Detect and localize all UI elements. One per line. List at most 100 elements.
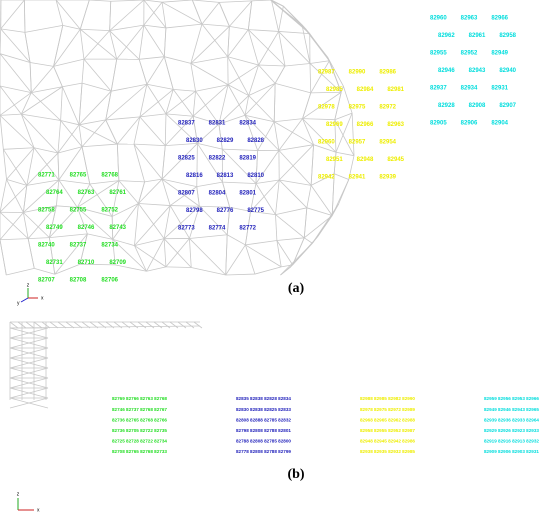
mesh-edge [57,153,60,180]
mesh-edge [0,212,24,241]
mesh-edge [62,86,80,125]
mesh-edge [9,327,49,339]
mesh-edge [275,179,280,215]
node-label: 82940 [499,68,516,74]
mesh-edge [302,118,337,153]
mesh-edge [0,239,7,276]
mesh-edge [244,95,250,116]
mesh-edge [327,57,342,93]
mesh-edge [229,206,251,212]
mesh-edge [0,85,22,115]
mesh-edge [143,24,165,57]
mesh-edge [55,179,60,206]
mesh-edge [53,66,63,87]
mesh-edge [192,0,220,3]
panel-label: (b) [287,467,304,482]
mesh-edge [0,113,22,116]
mesh-edge [227,84,246,116]
node-label: 82801 [239,191,256,197]
mesh-edge [255,183,276,215]
mesh-edge [189,234,228,239]
node-label: 82985 [326,87,343,93]
node-label: 82907 [499,103,516,109]
mesh-edge [138,203,165,239]
mesh-edge [87,233,113,240]
node-label: 82948 [357,157,374,163]
mesh-edge [276,240,282,267]
node-label: 82955 [430,51,447,57]
node-label: 82731 [46,260,63,266]
mesh-edge [273,83,276,122]
node-label: 82763 [78,190,95,196]
mesh-edge [146,83,174,90]
mesh-edge [280,267,291,276]
node-row: 82948 82945 82942 82986 [360,439,415,444]
mesh-edge [170,205,200,207]
mesh-edge [0,211,29,239]
mesh-edge [134,245,147,272]
mesh-edge [218,95,249,125]
mesh-edge [49,321,59,329]
node-label: 82957 [349,140,366,146]
node-label: 82934 [461,86,478,92]
mesh-edge [89,180,119,185]
mesh-edge [78,124,118,145]
node-row: 82988 82985 82982 82990 [360,396,415,401]
mesh-edge [334,119,337,153]
mesh-edge [0,238,29,241]
node-label: 82908 [469,103,486,109]
mesh-edge [165,90,196,115]
mesh-edge [89,321,99,329]
mesh-edge [83,30,110,60]
node-row: 82978 82975 82972 82989 [360,407,415,412]
node-label: 82798 [186,208,203,214]
triad-a: z x y [17,282,44,306]
mesh-edge [218,84,229,125]
mesh-edge [139,84,148,117]
node-label: 82969 [326,122,343,128]
mesh-edge [76,207,88,234]
mesh-edge [310,144,314,186]
node-label: 82951 [326,157,343,163]
mesh-edge [225,273,255,276]
mesh-edge [227,64,259,86]
node-label: 82772 [239,226,256,232]
node-label: 82746 [78,225,95,231]
mesh-edge [201,23,230,27]
mesh-edge [27,205,57,239]
mesh-edge [278,150,312,186]
node-label: 82768 [101,173,118,179]
mesh-edge [22,212,29,239]
mesh-edge [48,237,56,275]
mesh-edge [310,91,342,94]
node-label: 82774 [209,226,226,232]
mesh-edge [9,377,49,389]
mesh-edge [199,205,228,236]
mesh-edge [302,91,342,119]
node-label: 82707 [38,278,55,284]
mesh-edge [193,321,203,329]
node-label: 82960 [430,16,447,22]
node-row: 82830 82838 82825 82833 [236,407,291,412]
mesh-edge [165,266,192,268]
mesh-edge [54,233,88,275]
mesh-edge [58,146,83,181]
mesh-edge [343,86,353,114]
node-row: 82919 82916 82913 82932 [484,439,539,444]
mesh-edge [274,121,314,146]
mesh-edge [304,237,313,244]
node-label: 82764 [46,190,63,196]
node-label: 82905 [430,121,447,127]
mesh-edge [9,337,49,349]
mesh-edge [29,62,32,93]
mesh-edge [161,1,203,25]
node-label: 82961 [469,33,486,39]
mesh-edge [278,179,308,209]
mesh-edge [0,53,31,63]
node-label: 82966 [491,16,508,22]
mesh-edge [281,264,293,268]
mesh-edge [57,321,67,329]
mesh-edge [270,0,284,7]
mesh-edge [60,120,83,148]
mesh-edge [257,121,275,151]
